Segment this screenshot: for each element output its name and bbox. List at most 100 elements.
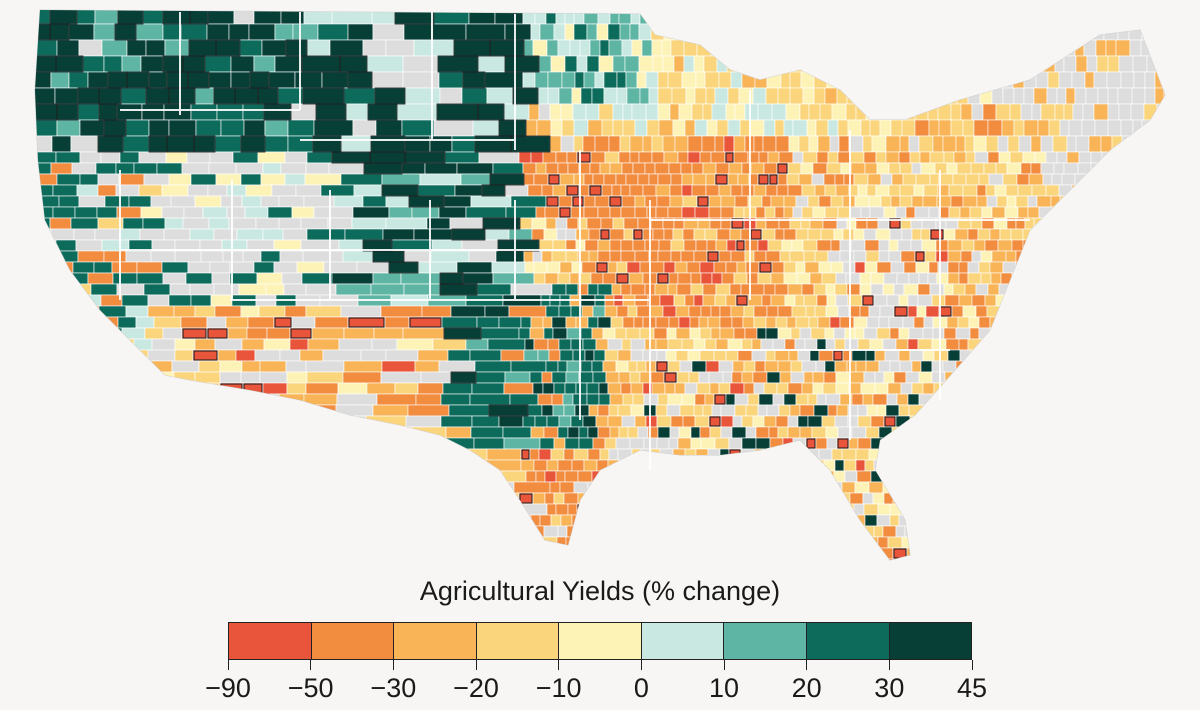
county-cell (1141, 404, 1156, 417)
county-cell (181, 481, 205, 494)
county-cell (587, 119, 603, 137)
county-cell (816, 525, 827, 538)
county-cell (352, 119, 377, 137)
county-cell (928, 206, 940, 219)
county-cell (675, 349, 689, 362)
county-cell (1107, 305, 1119, 318)
county-cell (79, 173, 99, 186)
county-cell (1023, 87, 1035, 105)
county-cell (462, 71, 486, 89)
county-cell (563, 448, 575, 461)
county-cell (998, 327, 1013, 340)
county-cell (161, 184, 189, 197)
county-cell (1000, 305, 1016, 318)
county-cell (871, 135, 887, 153)
county-cell (950, 195, 964, 208)
county-cell (791, 305, 807, 318)
county-cell (357, 503, 396, 516)
county-cell (886, 393, 898, 406)
county-cell (736, 240, 745, 251)
county-cell (1121, 228, 1134, 241)
county-cell (597, 239, 611, 252)
county-cell (891, 426, 907, 439)
county-cell (960, 103, 973, 121)
county-cell (1090, 525, 1106, 538)
county-cell (625, 173, 639, 186)
county-cell (764, 206, 776, 219)
county-cell (56, 39, 80, 57)
county-cell (656, 272, 670, 285)
county-cell (228, 23, 250, 41)
county-cell (876, 404, 887, 417)
county-cell (1107, 55, 1120, 73)
county-cell (863, 503, 879, 516)
county-cell (746, 536, 762, 549)
county-cell (903, 261, 917, 274)
county-cell (366, 382, 396, 395)
county-cell (811, 514, 825, 527)
county-cell (799, 426, 813, 439)
county-cell (596, 23, 609, 41)
county-cell (652, 228, 665, 241)
county-cell (1110, 470, 1123, 483)
county-cell (980, 55, 996, 73)
county-cell (947, 261, 960, 274)
county-cell (733, 23, 746, 41)
county-cell (759, 10, 774, 25)
county-cell (1121, 327, 1136, 340)
county-cell (1149, 459, 1160, 472)
county-cell (93, 261, 113, 274)
county-cell (922, 349, 935, 362)
county-cell (1107, 119, 1122, 137)
county-cell (1053, 162, 1065, 175)
county-cell (527, 404, 543, 417)
county-cell (1002, 382, 1017, 395)
county-cell (989, 327, 1000, 340)
county-cell (735, 294, 749, 307)
county-cell (680, 162, 693, 175)
county-cell (165, 558, 192, 560)
county-cell (1113, 10, 1126, 25)
county-cell (839, 316, 855, 329)
county-cell (898, 151, 911, 164)
county-cell (854, 327, 865, 340)
county-cell (226, 206, 246, 219)
county-cell (860, 525, 875, 538)
county-cell (962, 459, 977, 472)
county-cell (629, 23, 640, 41)
county-cell (705, 173, 716, 186)
county-cell (1111, 283, 1127, 296)
county-cell (1111, 437, 1127, 450)
county-cell (786, 558, 802, 560)
county-cell (437, 55, 479, 73)
county-cell (290, 103, 317, 121)
county-cell (1169, 372, 1180, 383)
county-cell (347, 23, 374, 41)
county-cell (895, 206, 907, 219)
county-cell (747, 460, 758, 471)
county-cell (947, 448, 960, 461)
county-cell (452, 503, 480, 516)
county-cell (616, 305, 629, 318)
county-cell (1117, 305, 1133, 318)
county-cell (876, 162, 890, 175)
county-cell (911, 228, 922, 241)
county-cell (553, 23, 566, 41)
county-cell (240, 135, 266, 153)
county-cell (126, 71, 150, 89)
county-cell (1041, 558, 1055, 560)
legend-color-bar (228, 622, 972, 660)
county-cell (685, 10, 701, 25)
county-cell (655, 316, 670, 329)
county-cell (164, 39, 190, 57)
county-cell (474, 360, 512, 373)
county-cell (1017, 206, 1029, 219)
county-cell (744, 103, 759, 121)
county-cell (649, 305, 664, 318)
county-cell (1116, 382, 1127, 395)
county-cell (904, 103, 916, 121)
county-cell (744, 23, 755, 41)
county-cell (923, 503, 938, 516)
county-cell (630, 349, 644, 362)
county-cell (209, 151, 234, 164)
